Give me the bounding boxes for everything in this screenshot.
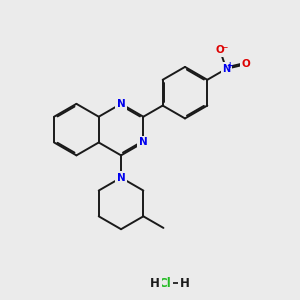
Text: +: + [226,61,233,70]
Text: −: − [220,43,227,52]
Text: N: N [139,137,148,148]
Text: Cl: Cl [159,277,171,290]
Text: N: N [117,173,125,183]
Text: N: N [117,99,125,109]
Text: N: N [222,64,230,74]
Text: O: O [242,59,250,69]
Text: H: H [180,277,190,290]
Text: O: O [216,45,224,55]
Text: H: H [150,277,160,290]
